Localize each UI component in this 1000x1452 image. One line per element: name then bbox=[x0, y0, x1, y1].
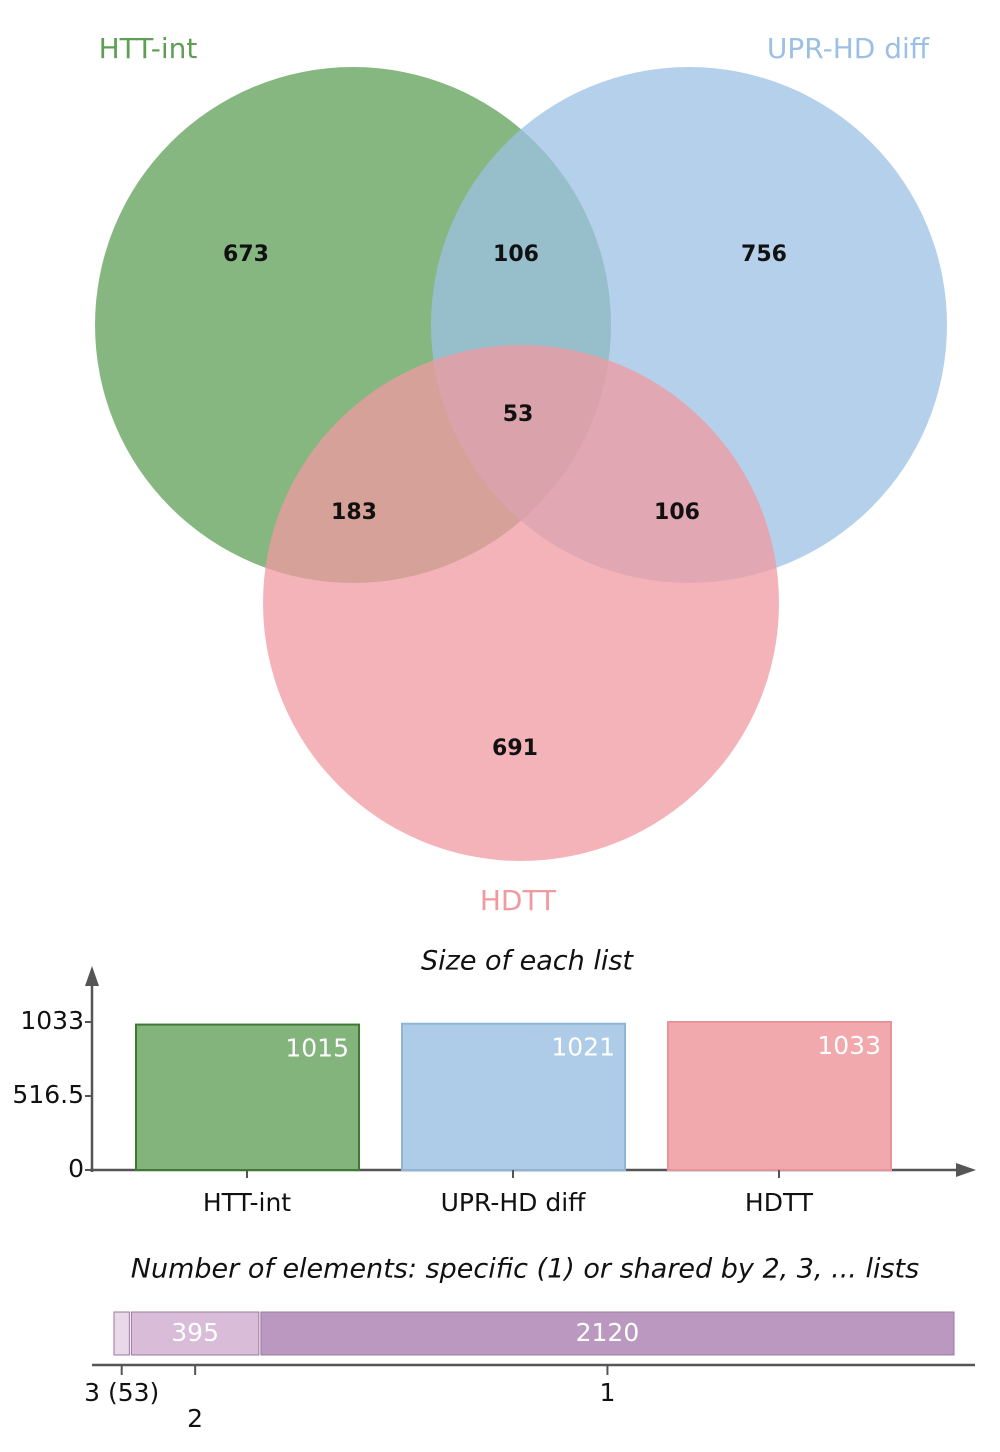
set-label: HDTT bbox=[480, 884, 557, 917]
region-count: 106 bbox=[493, 242, 539, 267]
region-count: 53 bbox=[503, 402, 534, 427]
y-tick-label: 516.5 bbox=[12, 1080, 84, 1109]
x-tick-label: 3 (53) bbox=[84, 1378, 159, 1407]
segment-value-label: 395 bbox=[171, 1318, 219, 1347]
bar-value-label: 1015 bbox=[285, 1034, 349, 1063]
bar-value-label: 1021 bbox=[551, 1033, 615, 1062]
x-axis-arrow bbox=[956, 1163, 976, 1177]
y-tick-label: 1033 bbox=[20, 1006, 84, 1035]
region-count: 691 bbox=[492, 736, 538, 761]
y-axis-arrow bbox=[85, 966, 99, 986]
x-tick-label: HTT-int bbox=[203, 1188, 291, 1217]
x-tick-label: 2 bbox=[187, 1404, 203, 1433]
set-circle bbox=[263, 345, 779, 861]
bar bbox=[401, 1022, 626, 1171]
stack-segment bbox=[130, 1311, 260, 1356]
region-count: 183 bbox=[331, 500, 377, 525]
stack-segment bbox=[260, 1311, 955, 1356]
stack-chart-title: Number of elements: specific (1) or shar… bbox=[131, 1254, 919, 1285]
x-tick-label: HDTT bbox=[745, 1188, 814, 1217]
stack-segment bbox=[113, 1311, 130, 1356]
y-tick-label: 0 bbox=[68, 1154, 84, 1183]
region-count: 756 bbox=[741, 242, 787, 267]
x-tick-label: 1 bbox=[599, 1378, 615, 1407]
segment-value-label: 2120 bbox=[576, 1318, 640, 1347]
bar bbox=[135, 1023, 360, 1171]
region-count: 673 bbox=[223, 242, 269, 267]
set-label: UPR-HD diff bbox=[767, 32, 930, 65]
region-count: 106 bbox=[654, 500, 700, 525]
bar-value-label: 1033 bbox=[817, 1031, 881, 1060]
set-label: HTT-int bbox=[99, 32, 198, 65]
bar-chart-title: Size of each list bbox=[421, 946, 634, 977]
bar bbox=[667, 1021, 892, 1171]
x-tick-label: UPR-HD diff bbox=[441, 1188, 587, 1217]
